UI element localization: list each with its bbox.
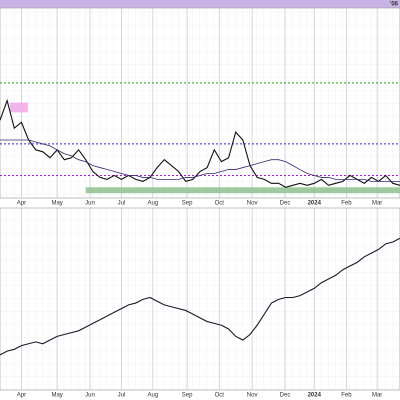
x-tick-label: Mar [372,201,382,207]
x-tick-label: Jun [85,201,95,207]
plot-layer: Apr May Jun Jul Aug Sep Oct Nov Dec 2024 Feb Mar Apr… [0,8,400,399]
x-tick-label: Dec [280,201,291,207]
x-tick-label: Jun [85,393,95,399]
x-tick-label: Aug [148,201,159,207]
zone [10,102,28,113]
series-line [0,237,400,356]
header-text: '06 [390,2,399,8]
x-tick-label: Apr [17,201,26,207]
x-tick-label: Dec [280,393,291,399]
x-tick-label: Nov [247,393,258,399]
x-tick-label: Jul [118,201,126,207]
x-tick-label: 2024 [308,393,322,399]
x-tick-label: Oct [215,201,225,207]
lower-panel [0,207,400,391]
x-tick-label: Feb [341,393,352,399]
x-tick-label: Oct [215,393,225,399]
x-tick-label: Aug [148,393,159,399]
upper-panel [0,7,400,199]
x-tick-label: Mar [372,393,382,399]
x-tick-label: Feb [341,201,352,207]
series-line [0,98,400,188]
x-tick-label: 2024 [308,201,322,207]
zone [85,187,400,194]
x-tick-label: Sep [182,201,193,207]
x-tick-label: Jul [118,393,126,399]
x-tick-label: May [51,201,62,207]
x-tick-label: Apr [17,393,26,399]
series-line [0,139,400,182]
x-tick-label: Nov [247,201,258,207]
x-tick-label: Sep [182,393,193,399]
header-bar [0,0,400,8]
x-tick-label: May [51,393,62,399]
